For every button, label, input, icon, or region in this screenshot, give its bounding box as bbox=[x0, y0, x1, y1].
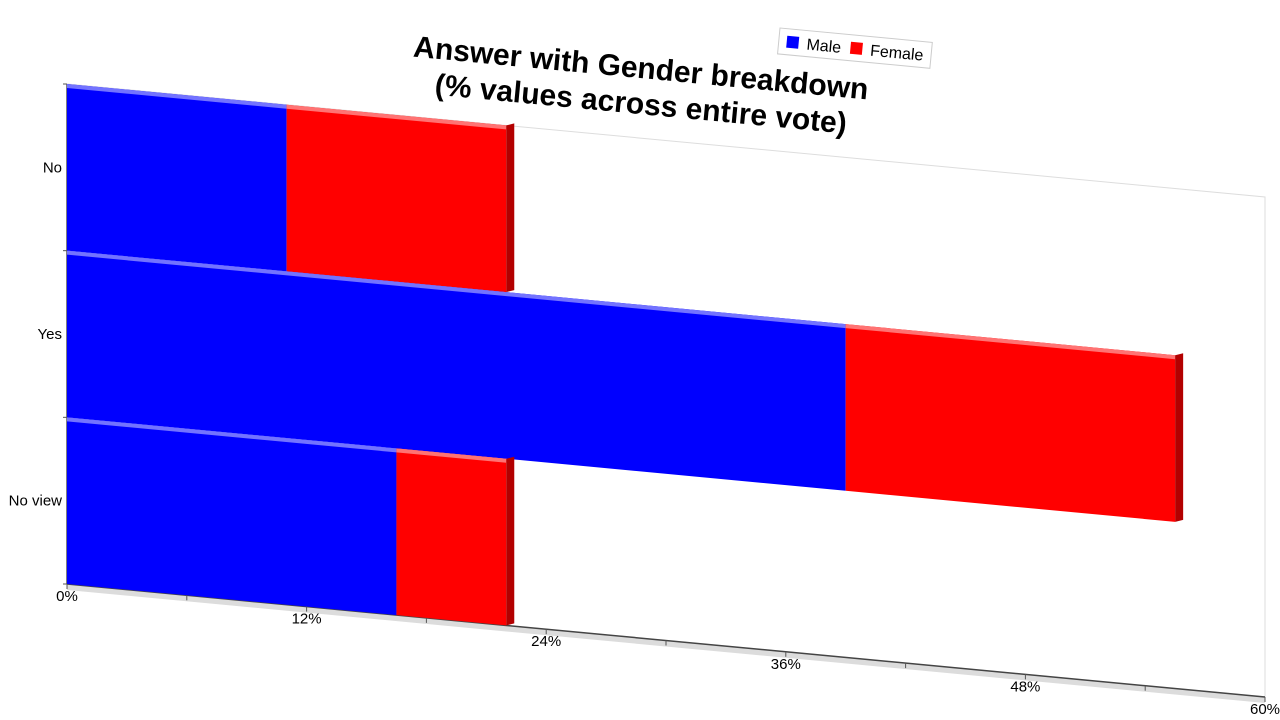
legend: Male Female bbox=[777, 27, 933, 69]
bar-yes-female-side bbox=[1175, 353, 1184, 522]
bar-no-view-male-face bbox=[67, 417, 397, 616]
bar-yes-male bbox=[67, 250, 846, 491]
bar-no-male bbox=[67, 84, 287, 272]
plot-area: 0% 12% 24% 36% 48% 60% No Yes No view bbox=[9, 83, 1280, 718]
x-tick-label-5: 60% bbox=[1250, 701, 1280, 718]
bar-no-female-face bbox=[286, 104, 507, 293]
bar-no-male-top-edge bbox=[67, 84, 287, 109]
bar-no-view-female bbox=[396, 448, 515, 626]
bar-yes-male-face bbox=[67, 250, 846, 491]
legend-swatch-male bbox=[786, 35, 800, 49]
bar-no-female-side bbox=[506, 123, 515, 293]
legend-label-male: Male bbox=[806, 37, 842, 57]
y-label-no-view: No view bbox=[9, 493, 63, 510]
bar-no-view-female-face bbox=[396, 448, 507, 626]
bar-no-female bbox=[286, 104, 515, 293]
bar-yes-female-top-edge bbox=[845, 324, 1176, 360]
x-tick-label-4: 48% bbox=[1010, 678, 1040, 695]
x-tick-label-3: 36% bbox=[771, 656, 801, 673]
bar-no-view-female-top-edge bbox=[396, 448, 507, 463]
bars-group bbox=[67, 84, 1184, 626]
bar-no-view-male bbox=[67, 417, 397, 616]
x-tick-label-1: 12% bbox=[292, 611, 322, 628]
bar-no-view-male-top-edge bbox=[67, 417, 397, 453]
x-tick-label-0: 0% bbox=[56, 588, 78, 605]
y-label-no: No bbox=[43, 159, 62, 176]
x-ticks-group: 0% 12% 24% 36% 48% 60% bbox=[56, 584, 1280, 718]
legend-label-female: Female bbox=[869, 43, 924, 65]
bar-yes-female bbox=[845, 324, 1184, 522]
bar-yes-female-face bbox=[845, 324, 1176, 522]
y-label-yes: Yes bbox=[38, 326, 62, 343]
bar-no-view-female-side bbox=[506, 456, 515, 626]
y-labels-group: No Yes No view bbox=[9, 83, 67, 585]
legend-swatch-female bbox=[849, 41, 863, 55]
x-tick-label-2: 24% bbox=[531, 633, 561, 650]
bar-no-female-top-edge bbox=[286, 104, 507, 130]
bar-no-male-face bbox=[67, 84, 287, 272]
bar-yes-male-top-edge bbox=[67, 250, 846, 329]
